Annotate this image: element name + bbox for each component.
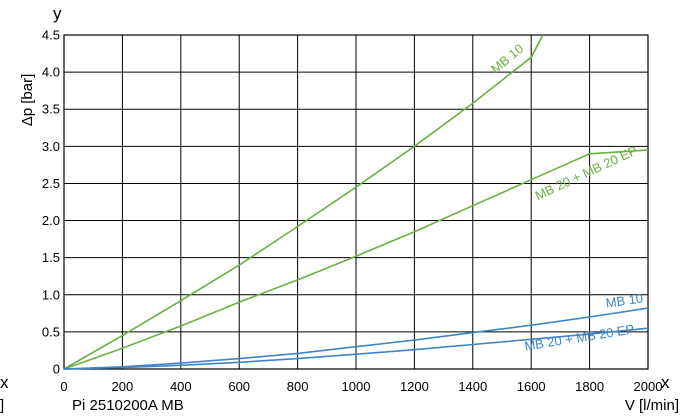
grid [63,34,649,370]
y-tick-label: 4.5 [42,28,60,43]
x-tick-label: 1600 [517,379,546,394]
series-line-1 [63,34,544,370]
x-tick-label: 0 [60,379,67,394]
y-tick-label: 4.0 [42,65,60,80]
y-tick-label: 1.0 [42,287,60,302]
x-axis-letter: x [661,373,670,392]
series-label-2: MB 20 + MB 20 EP [533,143,640,203]
y-tick-label: 3.0 [42,139,60,154]
x-tick-label: 800 [287,379,309,394]
chart-caption: Pi 2510200A MB [72,397,184,414]
series-line-4 [63,327,649,370]
x-tick-label: 1200 [400,379,429,394]
x-tick-label: 1800 [575,379,604,394]
x-tick-label: 1000 [342,379,371,394]
x-tick-label: 200 [112,379,134,394]
x-tick-label: 600 [228,379,250,394]
x-tick-label: 400 [170,379,192,394]
series-label-4: MB 20 + MB 20 EP [523,321,635,353]
y-tick-label: 3.5 [42,102,60,117]
series-line-3 [63,307,649,370]
series-layer [63,34,649,370]
y-tick-label: 2.0 [42,213,60,228]
series-line-2 [63,149,649,370]
y-axis-letter: y [53,4,62,23]
tick-labels: 0 200 400 600 800 1000 1200 1400 1600 1800 2000 0 0.… [42,28,663,395]
left-edge-letter: x [0,373,9,392]
y-axis-title: Δp [bar] [19,74,36,127]
x-axis-title: V [l/min] [625,397,679,414]
y-tick-label: 0 [53,362,60,377]
y-tick-label: 2.5 [42,176,60,191]
left-edge-bracket: ] [0,397,4,414]
series-label-1: MB 10 [488,41,526,77]
y-tick-label: 0.5 [42,324,60,339]
series-label-3: MB 10 [605,291,644,311]
series-labels: MB 10 MB 20 + MB 20 EP MB 10 MB 20 + MB 20 … [488,41,644,354]
x-tick-label: 2000 [634,379,663,394]
x-tick-label: 1400 [458,379,487,394]
y-tick-label: 1.5 [42,250,60,265]
